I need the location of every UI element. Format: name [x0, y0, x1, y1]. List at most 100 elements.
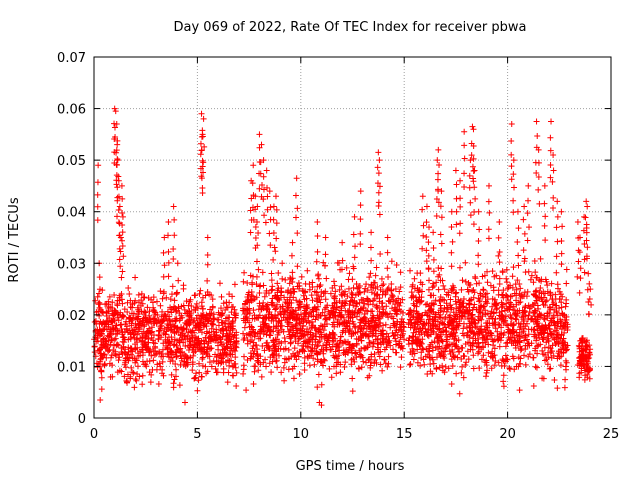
data-point	[119, 210, 126, 217]
data-point	[260, 330, 267, 337]
data-point	[445, 365, 452, 372]
data-point	[406, 361, 413, 368]
data-point	[401, 336, 408, 343]
data-point	[473, 325, 480, 332]
data-point	[150, 332, 157, 339]
data-point	[193, 341, 200, 348]
data-point	[419, 245, 426, 252]
data-point	[479, 313, 486, 320]
data-point	[514, 277, 521, 284]
data-point	[199, 185, 206, 192]
data-point	[470, 331, 477, 338]
data-point	[296, 371, 303, 378]
data-point	[558, 304, 565, 311]
data-point	[521, 307, 528, 314]
data-point	[295, 340, 302, 347]
data-point	[91, 349, 98, 356]
data-point	[187, 354, 194, 361]
data-point	[259, 343, 266, 350]
data-point	[531, 331, 538, 338]
data-point	[156, 360, 163, 367]
data-point	[379, 282, 386, 289]
data-point	[484, 268, 491, 275]
data-point	[434, 333, 441, 340]
data-point	[225, 314, 232, 321]
data-point	[468, 152, 475, 159]
data-point	[563, 280, 570, 287]
data-point	[492, 325, 499, 332]
data-point	[97, 396, 104, 403]
data-point	[182, 310, 189, 317]
data-point	[489, 348, 496, 355]
data-point	[214, 369, 221, 376]
data-point	[544, 282, 551, 289]
data-point	[173, 342, 180, 349]
x-axis-label: GPS time / hours	[296, 459, 405, 474]
data-point	[180, 302, 187, 309]
data-point	[462, 340, 469, 347]
data-point	[531, 309, 538, 316]
data-point	[114, 369, 121, 376]
data-point	[366, 274, 373, 281]
data-point	[224, 379, 231, 386]
data-point	[252, 363, 259, 370]
data-point	[463, 324, 470, 331]
data-point	[278, 311, 285, 318]
data-point	[442, 363, 449, 370]
data-point	[200, 346, 207, 353]
data-point	[318, 293, 325, 300]
data-point	[399, 296, 406, 303]
data-point	[171, 297, 178, 304]
data-point	[515, 320, 522, 327]
data-point	[311, 361, 318, 368]
data-point	[470, 352, 477, 359]
data-point	[452, 167, 459, 174]
data-point	[306, 320, 313, 327]
data-point	[475, 237, 482, 244]
data-point	[96, 320, 103, 327]
data-point	[301, 307, 308, 314]
data-point	[367, 328, 374, 335]
data-point	[477, 302, 484, 309]
data-point	[554, 238, 561, 245]
data-point	[425, 307, 432, 314]
data-point	[256, 131, 263, 138]
data-point	[281, 311, 288, 318]
data-point	[349, 311, 356, 318]
data-point	[119, 300, 126, 307]
data-point	[229, 327, 236, 334]
data-point	[127, 330, 134, 337]
data-point	[430, 256, 437, 263]
data-point	[536, 312, 543, 319]
data-point	[198, 329, 205, 336]
data-point	[542, 213, 549, 220]
data-point	[119, 312, 126, 319]
data-point	[293, 314, 300, 321]
data-point	[172, 349, 179, 356]
data-point	[293, 214, 300, 221]
data-point	[209, 296, 216, 303]
data-point	[500, 383, 507, 390]
data-point	[550, 151, 557, 158]
data-point	[322, 262, 329, 269]
data-point	[426, 313, 433, 320]
data-point	[542, 302, 549, 309]
data-point	[272, 314, 279, 321]
data-point	[496, 275, 503, 282]
data-point	[181, 358, 188, 365]
data-point	[506, 336, 513, 343]
data-point	[132, 274, 139, 281]
data-point	[561, 312, 568, 319]
data-point	[544, 335, 551, 342]
data-point	[266, 324, 273, 331]
data-point	[588, 301, 595, 308]
data-point	[385, 360, 392, 367]
data-point	[144, 304, 151, 311]
data-point	[411, 323, 418, 330]
data-point	[114, 197, 121, 204]
data-point	[109, 373, 116, 380]
data-point	[249, 281, 256, 288]
data-point	[491, 345, 498, 352]
data-point	[528, 272, 535, 279]
data-point	[464, 309, 471, 316]
